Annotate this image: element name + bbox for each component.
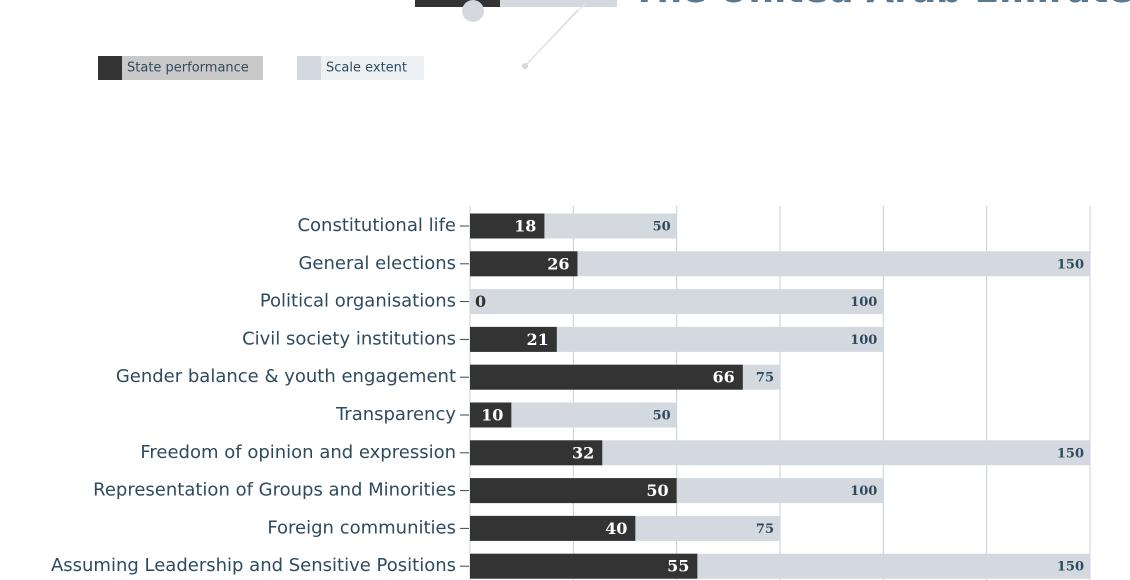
legend-label-bg	[122, 56, 263, 80]
performance-label: 18	[514, 217, 536, 236]
performance-label: 40	[605, 519, 627, 538]
performance-bar	[470, 213, 545, 239]
scale-label: 150	[1057, 446, 1084, 461]
performance-label: 0	[475, 292, 486, 311]
decor-dot	[522, 63, 528, 69]
decor-bar	[500, 0, 617, 7]
legend-label: State performance	[127, 61, 249, 76]
scale-label: 50	[653, 409, 671, 424]
performance-bar	[470, 364, 743, 390]
performance-bar	[470, 326, 557, 352]
performance-label: 21	[527, 330, 549, 349]
legend-swatch	[297, 56, 321, 80]
y-tick-label: Transparency	[335, 404, 456, 425]
scale-bar	[470, 289, 884, 315]
performance-bar	[470, 553, 698, 579]
decor-dot	[462, 0, 484, 22]
y-tick-label: Civil society institutions	[242, 328, 456, 349]
performance-label: 32	[572, 443, 594, 462]
performance-label: 55	[667, 557, 689, 576]
scale-label: 100	[850, 484, 877, 499]
scale-label: 50	[653, 220, 671, 235]
scale-label: 75	[756, 371, 774, 386]
decor-line	[524, 3, 586, 67]
scale-label: 100	[850, 333, 877, 348]
performance-bar	[470, 515, 636, 541]
legend-label: Scale extent	[326, 61, 407, 76]
y-tick-label: Foreign communities	[267, 517, 456, 538]
legend-swatch	[98, 56, 122, 80]
performance-bar	[470, 251, 578, 277]
performance-label: 66	[713, 368, 735, 387]
y-tick-label: Constitutional life	[297, 215, 456, 236]
performance-bar	[470, 440, 603, 466]
y-tick-label: Gender balance & youth engagement	[116, 366, 456, 387]
performance-label: 50	[646, 481, 668, 500]
performance-label: 10	[481, 406, 503, 425]
scale-label: 100	[850, 295, 877, 310]
scale-label: 150	[1057, 560, 1084, 575]
y-tick-label: Freedom of opinion and expression	[140, 442, 456, 463]
legend-label-bg	[321, 56, 424, 80]
performance-bar	[470, 402, 512, 428]
performance-label: 26	[547, 254, 569, 273]
decor-bar	[415, 0, 500, 7]
scale-label: 150	[1057, 257, 1084, 272]
y-tick-label: General elections	[298, 253, 456, 274]
y-tick-label: Political organisations	[260, 291, 456, 312]
scale-label: 75	[756, 522, 774, 537]
y-tick-label: Assuming Leadership and Sensitive Positi…	[51, 555, 456, 576]
performance-bar	[470, 478, 677, 504]
chart-title: The United Arab Emirates	[632, 0, 1130, 11]
header-decoration	[415, 0, 617, 69]
y-tick-label: Representation of Groups and Minorities	[93, 480, 456, 501]
